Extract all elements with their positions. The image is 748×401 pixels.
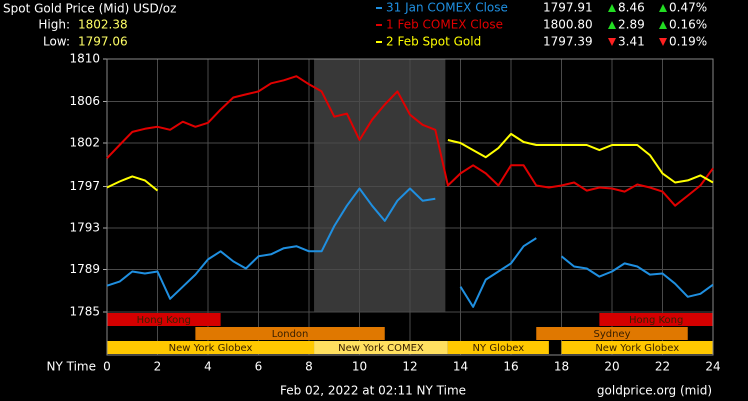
price-line [106, 132, 714, 192]
session-label: Sydney [593, 329, 630, 340]
session-label: New York COMEX [338, 343, 424, 354]
y-tick-label: 1785 [69, 305, 100, 319]
session-label: Hong Kong [137, 315, 191, 326]
session-band [561, 341, 713, 354]
legend-price: 1797.39 [543, 35, 593, 49]
x-tick-label: 16 [503, 360, 518, 374]
session-band [107, 341, 315, 354]
x-tick-label: 10 [352, 360, 367, 374]
x-axis-label: NY Time [47, 360, 97, 374]
plot-frame [106, 58, 714, 356]
session-band [195, 327, 385, 340]
change-arrow [608, 4, 616, 12]
legend-percent: 0.16% [669, 18, 707, 32]
session-label: NY Globex [473, 343, 525, 354]
x-tick-label: 12 [402, 360, 417, 374]
x-tick-label: 4 [204, 360, 212, 374]
x-tick-label: 14 [453, 360, 468, 374]
high-label: High: [38, 18, 70, 32]
y-tick-label: 1789 [69, 262, 100, 276]
x-tick-label: 24 [705, 360, 720, 374]
session-band [314, 341, 448, 354]
legend-price: 1797.91 [543, 1, 593, 15]
y-tick-label: 1802 [69, 135, 100, 149]
x-tick-label: 18 [554, 360, 569, 374]
x-tick-label: 6 [255, 360, 263, 374]
x-tick-label: 2 [154, 360, 162, 374]
low-value: 1797.06 [78, 35, 128, 49]
y-tick-label: 1810 [69, 52, 100, 66]
y-tick-label: 1793 [69, 221, 100, 235]
session-band [536, 327, 688, 340]
legend-change: 2.89 [618, 18, 645, 32]
y-tick-label: 1797 [69, 179, 100, 193]
y-tick-label: 1806 [69, 94, 100, 108]
legend-label: 31 Jan COMEX Close [386, 1, 508, 15]
session-band [599, 313, 713, 326]
legend-change: 3.41 [618, 35, 645, 49]
footer: Feb 02, 2022 at 02:11 NY Time [280, 384, 466, 398]
session-label: Hong Kong [629, 315, 683, 326]
x-tick-label: 20 [604, 360, 619, 374]
session-band [107, 313, 221, 326]
change-arrow [659, 21, 667, 29]
change-arrow [608, 38, 616, 46]
shaded-region [314, 59, 446, 312]
change-arrow [659, 4, 667, 12]
change-arrow [659, 38, 667, 46]
session-label: New York Globex [169, 343, 253, 354]
source: goldprice.org (mid) [597, 384, 712, 398]
x-tick-label: 8 [305, 360, 313, 374]
chart-title: Spot Gold Price (Mid) USD/oz [3, 2, 176, 16]
session-label: London [272, 329, 309, 340]
session-label: New York Globex [595, 343, 679, 354]
low-label: Low: [43, 35, 70, 49]
high-value: 1802.38 [78, 18, 128, 32]
legend-percent: 0.19% [669, 35, 707, 49]
legend-price: 1800.80 [543, 18, 593, 32]
price-line [106, 75, 714, 207]
x-tick-label: 0 [103, 360, 111, 374]
price-line [106, 187, 714, 308]
legend-change: 8.46 [618, 1, 645, 15]
change-arrow [608, 21, 616, 29]
legend-label: 1 Feb COMEX Close [386, 18, 503, 32]
session-band [447, 341, 549, 354]
x-tick-label: 22 [655, 360, 670, 374]
legend-label: 2 Feb Spot Gold [386, 35, 481, 49]
legend-percent: 0.47% [669, 1, 707, 15]
